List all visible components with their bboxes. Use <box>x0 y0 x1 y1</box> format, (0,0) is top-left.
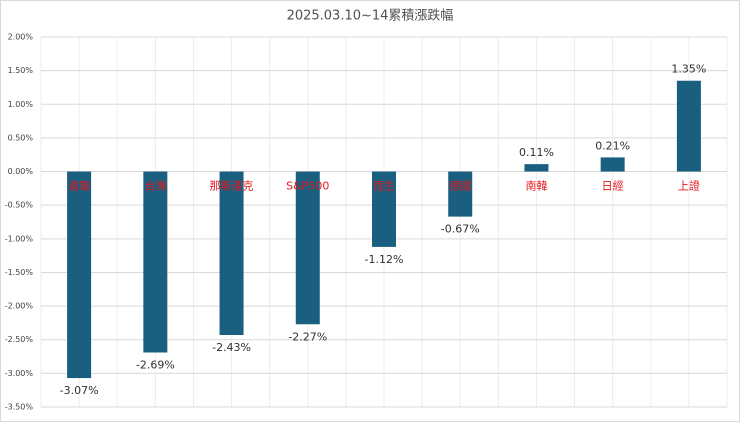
y-tick-label: -2.00% <box>5 302 34 311</box>
value-label: 0.11% <box>519 146 554 159</box>
bar <box>372 171 396 247</box>
bar <box>524 164 549 172</box>
value-label: -2.69% <box>136 359 175 372</box>
bar <box>67 171 92 379</box>
y-tick-label: 2.00% <box>8 33 34 42</box>
category-label: 台灣 <box>144 179 166 193</box>
value-label: -3.07% <box>60 384 99 397</box>
value-label: 1.35% <box>671 63 706 76</box>
bar <box>219 171 244 336</box>
category-label: 上證 <box>678 179 700 193</box>
bar <box>676 80 701 172</box>
bar <box>600 157 625 172</box>
y-tick-label: -2.50% <box>5 335 34 344</box>
y-tick-label: 0.00% <box>8 167 34 176</box>
y-tick-label: -1.00% <box>5 234 34 243</box>
category-label: 德國 <box>449 179 471 193</box>
y-tick-label: -3.50% <box>5 403 34 412</box>
y-tick-label: 0.50% <box>8 133 34 142</box>
category-label: 那斯達克 <box>210 180 254 193</box>
category-label: 恆生 <box>373 179 395 193</box>
bar <box>448 171 473 217</box>
y-tick-label: -1.50% <box>5 268 34 277</box>
value-label: -1.12% <box>365 253 404 266</box>
y-tick-label: 1.50% <box>8 66 34 75</box>
y-tick-label: 1.00% <box>8 100 34 109</box>
category-label: 南韓 <box>525 180 547 193</box>
value-label: -2.27% <box>288 330 327 343</box>
bar <box>143 171 168 353</box>
chart-title: 2025.03.10~14累積漲跌幅 <box>287 8 454 24</box>
value-label: 0.21% <box>595 139 630 152</box>
category-label: 道瓊 <box>68 179 90 193</box>
category-label: 日經 <box>602 179 624 193</box>
category-label: S&P500 <box>286 180 329 193</box>
value-label: -0.67% <box>441 223 480 236</box>
y-tick-label: -0.50% <box>5 201 34 210</box>
value-label: -2.43% <box>212 341 251 354</box>
y-tick-label: -3.00% <box>5 369 34 378</box>
bar <box>295 171 320 325</box>
